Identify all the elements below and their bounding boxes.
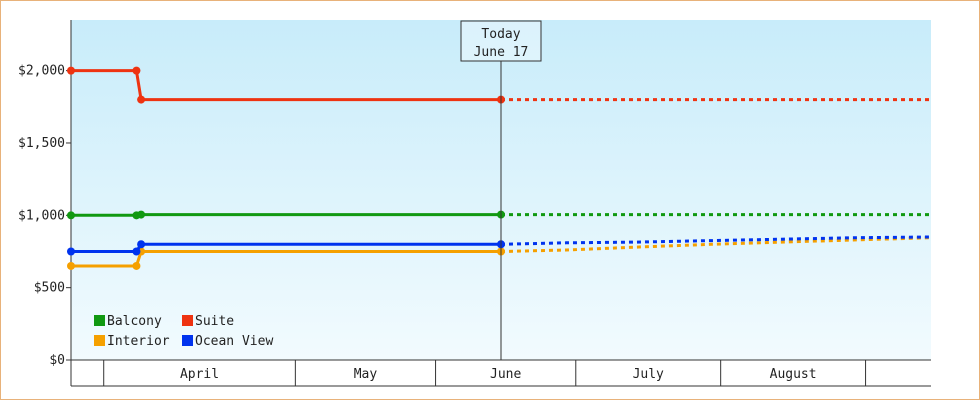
month-label: July <box>633 367 664 382</box>
y-tick-label: $1,500 <box>18 136 65 151</box>
balcony-point <box>67 211 75 220</box>
interior-forecast-line <box>500 236 932 253</box>
today-label-box <box>460 20 542 62</box>
y-tick-label: $2,000 <box>18 64 65 79</box>
y-tick-label: $0 <box>49 353 65 368</box>
interior-legend-label: Interior <box>107 334 170 349</box>
month-label: June <box>490 367 521 382</box>
suite-point <box>137 95 146 104</box>
suite-point <box>67 66 75 75</box>
ocean-view-legend-label: Ocean View <box>195 334 273 349</box>
interior-line <box>71 250 501 268</box>
balcony-legend-swatch <box>94 315 105 326</box>
y-tick-label: $1,000 <box>18 208 65 223</box>
ocean-view-point <box>132 247 141 256</box>
ocean-view-legend-swatch <box>182 335 193 346</box>
interior-point <box>67 261 75 270</box>
suite-point <box>132 66 141 75</box>
balcony-point <box>137 210 146 219</box>
ocean-view-line <box>71 242 501 253</box>
suite-legend-swatch <box>182 315 193 326</box>
ocean-view-point <box>137 240 146 249</box>
today-date-label: June 17 <box>474 45 529 60</box>
y-tick-label: $500 <box>34 281 65 296</box>
suite-line <box>71 69 501 102</box>
month-label: May <box>354 367 378 382</box>
interior-legend-swatch <box>94 335 105 346</box>
month-label: August <box>770 367 817 382</box>
ocean-view-point <box>67 247 75 256</box>
today-label: Today <box>481 27 520 42</box>
month-label: April <box>180 367 219 382</box>
ocean-view-forecast-line <box>500 235 932 246</box>
suite-legend-label: Suite <box>195 314 234 329</box>
interior-point <box>132 261 141 270</box>
balcony-legend-label: Balcony <box>107 314 162 329</box>
